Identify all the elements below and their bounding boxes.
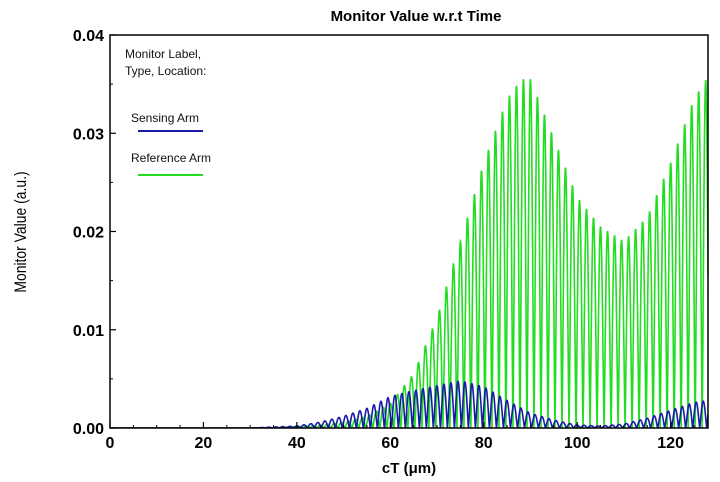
x-axis: 0 20 40 60 80 100 120 (106, 422, 695, 452)
y-tick-label: 0.04 (73, 28, 104, 45)
x-tick-label: 0 (106, 435, 115, 452)
legend: Monitor Label, Type, Location: Sensing A… (125, 47, 211, 176)
y-axis: 0.00 0.01 0.02 0.03 0.04 (73, 28, 116, 438)
chart-title: Monitor Value w.r.t Time (331, 8, 502, 25)
y-tick-label: 0.02 (73, 225, 104, 242)
y-tick-label: 0.01 (73, 323, 104, 340)
x-axis-label: cT (μm) (382, 460, 436, 477)
x-tick-label: 60 (381, 435, 399, 452)
y-axis-label: Monitor Value (a.u.) (12, 171, 31, 292)
series-line-reference-arm (110, 79, 708, 428)
y-tick-label: 0.03 (73, 126, 104, 143)
y-tick-label: 0.00 (73, 421, 104, 438)
legend-title-line-2: Type, Location: (125, 64, 206, 78)
x-tick-label: 100 (564, 435, 591, 452)
legend-label-sensing-arm: Sensing Arm (131, 111, 199, 125)
legend-label-reference-arm: Reference Arm (131, 151, 211, 165)
x-tick-label: 80 (475, 435, 493, 452)
x-tick-label: 20 (195, 435, 213, 452)
legend-title-line-1: Monitor Label, (125, 47, 201, 61)
x-tick-label: 120 (657, 435, 684, 452)
x-tick-label: 40 (288, 435, 306, 452)
